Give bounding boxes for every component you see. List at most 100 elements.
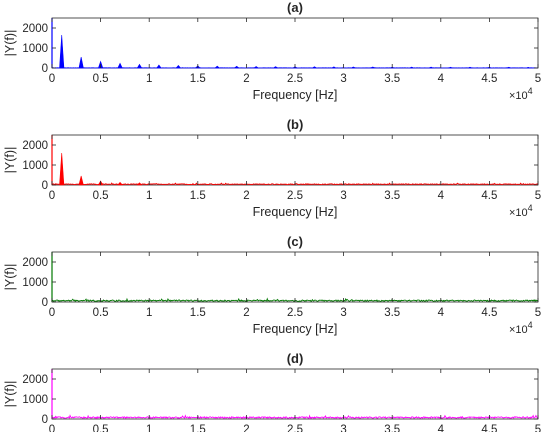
panel-a-x-tick-label: 4.5 — [481, 73, 497, 85]
panel-a-peak-11 — [272, 66, 279, 69]
panel-d: (d)01000200000.511.522.533.544.55|Y(f)|F… — [3, 351, 541, 432]
panel-d-x-tick-label: 5 — [535, 424, 541, 432]
panel-c-x-tick-label: 2 — [243, 307, 249, 319]
panel-a-peak-5 — [156, 64, 162, 69]
panel-a-peak-23 — [506, 66, 512, 69]
panel-a-peak-6 — [175, 65, 182, 69]
panel-a-peak-13 — [311, 66, 318, 69]
panel-a-y-tick-label: 0 — [42, 63, 48, 75]
panel-a: (a) 0 1000 2000 0 0.5 1 1.5 2 2.5 3 3.5 4 4.5 5 |Y(f)| F… — [3, 0, 541, 102]
panel-d-x-tick-label: 0.5 — [93, 424, 109, 432]
panel-a-x-tick-label: 0 — [49, 73, 55, 85]
panel-b-y-tick-label: 1000 — [22, 160, 48, 172]
panel-b-y-label: |Y(f)| — [3, 147, 17, 174]
panel-a-x-multiplier: ×104 — [509, 86, 533, 102]
panel-b-peak-0 — [59, 152, 65, 186]
panel-c-y-label: |Y(f)| — [3, 264, 17, 291]
panel-c-x-tick-label: 1.5 — [190, 307, 206, 319]
panel-d-x-tick-label: 3.5 — [384, 424, 400, 432]
panel-c-x-multiplier: ×104 — [509, 320, 533, 336]
panel-c: (c) 0 1000 2000 0 0.5 1 1.5 2 2.5 3 3.5 4 4.5 5 |Y(f)| F… — [3, 234, 541, 336]
panel-a-x-tick-label: 0.5 — [93, 73, 109, 85]
panel-b-x-tick-label: 2.5 — [287, 190, 303, 202]
panel-d-x-tick-label: 2 — [243, 424, 249, 432]
panel-c-x-tick-label: 3.5 — [384, 307, 400, 319]
panel-d-y-tick-label: 1000 — [22, 394, 48, 406]
panel-a-peak-21 — [467, 66, 473, 69]
panel-a-peak-1 — [78, 56, 84, 69]
panel-b-x-tick-label: 3 — [340, 190, 346, 202]
panel-a-x-tick-label: 1 — [146, 73, 152, 85]
panel-a-x-tick-label: 2 — [243, 73, 249, 85]
panel-c-y-tick-label: 0 — [42, 297, 48, 309]
panel-a-x-tick-label: 3 — [340, 73, 346, 85]
panel-b-title: (b) — [287, 117, 304, 132]
panel-d-y-tick-label: 2000 — [22, 374, 48, 386]
panel-c-title: (c) — [287, 234, 303, 249]
panel-d-x-tick-label: 3 — [340, 424, 346, 432]
panel-a-x-label: Frequency [Hz] — [253, 88, 338, 102]
panel-d-x-tick-label: 4 — [438, 424, 445, 432]
panel-d-x-tick-label: 2.5 — [287, 424, 303, 432]
panel-b-x-tick-label: 1.5 — [190, 190, 206, 202]
panel-c-x-label: Frequency [Hz] — [253, 322, 338, 336]
panel-d-x-tick-label: 4.5 — [481, 424, 497, 432]
panel-b-x-tick-label: 0 — [49, 190, 55, 202]
panel-d-x-tick-label: 1 — [146, 424, 152, 432]
panel-c-x-tick-label: 4 — [438, 307, 445, 319]
panel-b-x-tick-label: 4.5 — [481, 190, 497, 202]
panel-b: (b) 0 1000 2000 0 0.5 1 1.5 2 2.5 3 3.5 4 4.5 5 |Y(f)| F… — [3, 117, 541, 219]
panel-c-x-tick-label: 2.5 — [287, 307, 303, 319]
panel-b-x-tick-label: 5 — [535, 190, 541, 202]
panel-a-peak-10 — [252, 66, 260, 69]
panel-d-x-tick-label: 0 — [49, 424, 55, 432]
panel-b-x-tick-label: 1 — [146, 190, 152, 202]
panel-a-peak-19 — [428, 66, 434, 69]
panel-b-x-tick-label: 4 — [438, 190, 445, 202]
panel-a-title: (a) — [287, 0, 303, 15]
panel-a-x-tick-label: 3.5 — [384, 73, 400, 85]
panel-b-y-tick-label: 2000 — [22, 140, 48, 152]
panel-d-frame — [51, 368, 539, 420]
panel-b-x-tick-label: 3.5 — [384, 190, 400, 202]
panel-c-y-tick-label: 1000 — [22, 277, 48, 289]
panel-b-peak-3 — [117, 181, 123, 186]
panel-c-frame — [51, 251, 539, 303]
panel-a-peak-16 — [370, 66, 376, 69]
panel-b-y-tick-label: 0 — [42, 180, 48, 192]
panel-a-peak-3 — [117, 62, 123, 69]
panel-a-peak-14 — [331, 66, 337, 69]
panel-a-peak-18 — [409, 66, 414, 69]
panel-d-y-label: |Y(f)| — [3, 381, 17, 408]
panel-b-x-multiplier: ×104 — [509, 203, 533, 219]
panel-a-y-label: |Y(f)| — [3, 30, 17, 57]
panel-a-x-tick-label: 2.5 — [287, 73, 303, 85]
panel-a-peak-4 — [136, 63, 143, 69]
panel-a-peak-0 — [59, 34, 65, 69]
panel-b-frame — [51, 134, 539, 186]
panel-c-x-tick-label: 5 — [535, 307, 541, 319]
panel-b-peak-4 — [136, 182, 143, 186]
panel-c-y-tick-label: 2000 — [22, 257, 48, 269]
panel-d-title: (d) — [287, 351, 304, 366]
panel-a-x-tick-label: 5 — [535, 73, 541, 85]
panel-b-x-label: Frequency [Hz] — [253, 205, 338, 219]
panel-d-y-tick-label: 0 — [42, 414, 48, 426]
panel-a-x-tick-label: 4 — [438, 73, 445, 85]
panel-c-x-tick-label: 0.5 — [93, 307, 109, 319]
panel-a-peak-8 — [214, 65, 221, 69]
panel-a-peak-9 — [233, 65, 240, 69]
panel-b-x-tick-label: 2 — [243, 190, 249, 202]
panel-b-peak-1 — [78, 175, 84, 186]
panel-a-peak-20 — [448, 66, 453, 69]
panel-d-x-tick-label: 1.5 — [190, 424, 206, 432]
panel-c-x-tick-label: 0 — [49, 307, 55, 319]
panel-c-x-tick-label: 1 — [146, 307, 152, 319]
panel-b-x-tick-label: 0.5 — [93, 190, 109, 202]
panel-a-frame — [51, 17, 539, 69]
panel-a-peak-15 — [350, 66, 356, 69]
panel-c-x-tick-label: 4.5 — [481, 307, 497, 319]
panel-a-y-tick-label: 2000 — [22, 23, 48, 35]
panel-a-peak-24 — [525, 66, 531, 69]
